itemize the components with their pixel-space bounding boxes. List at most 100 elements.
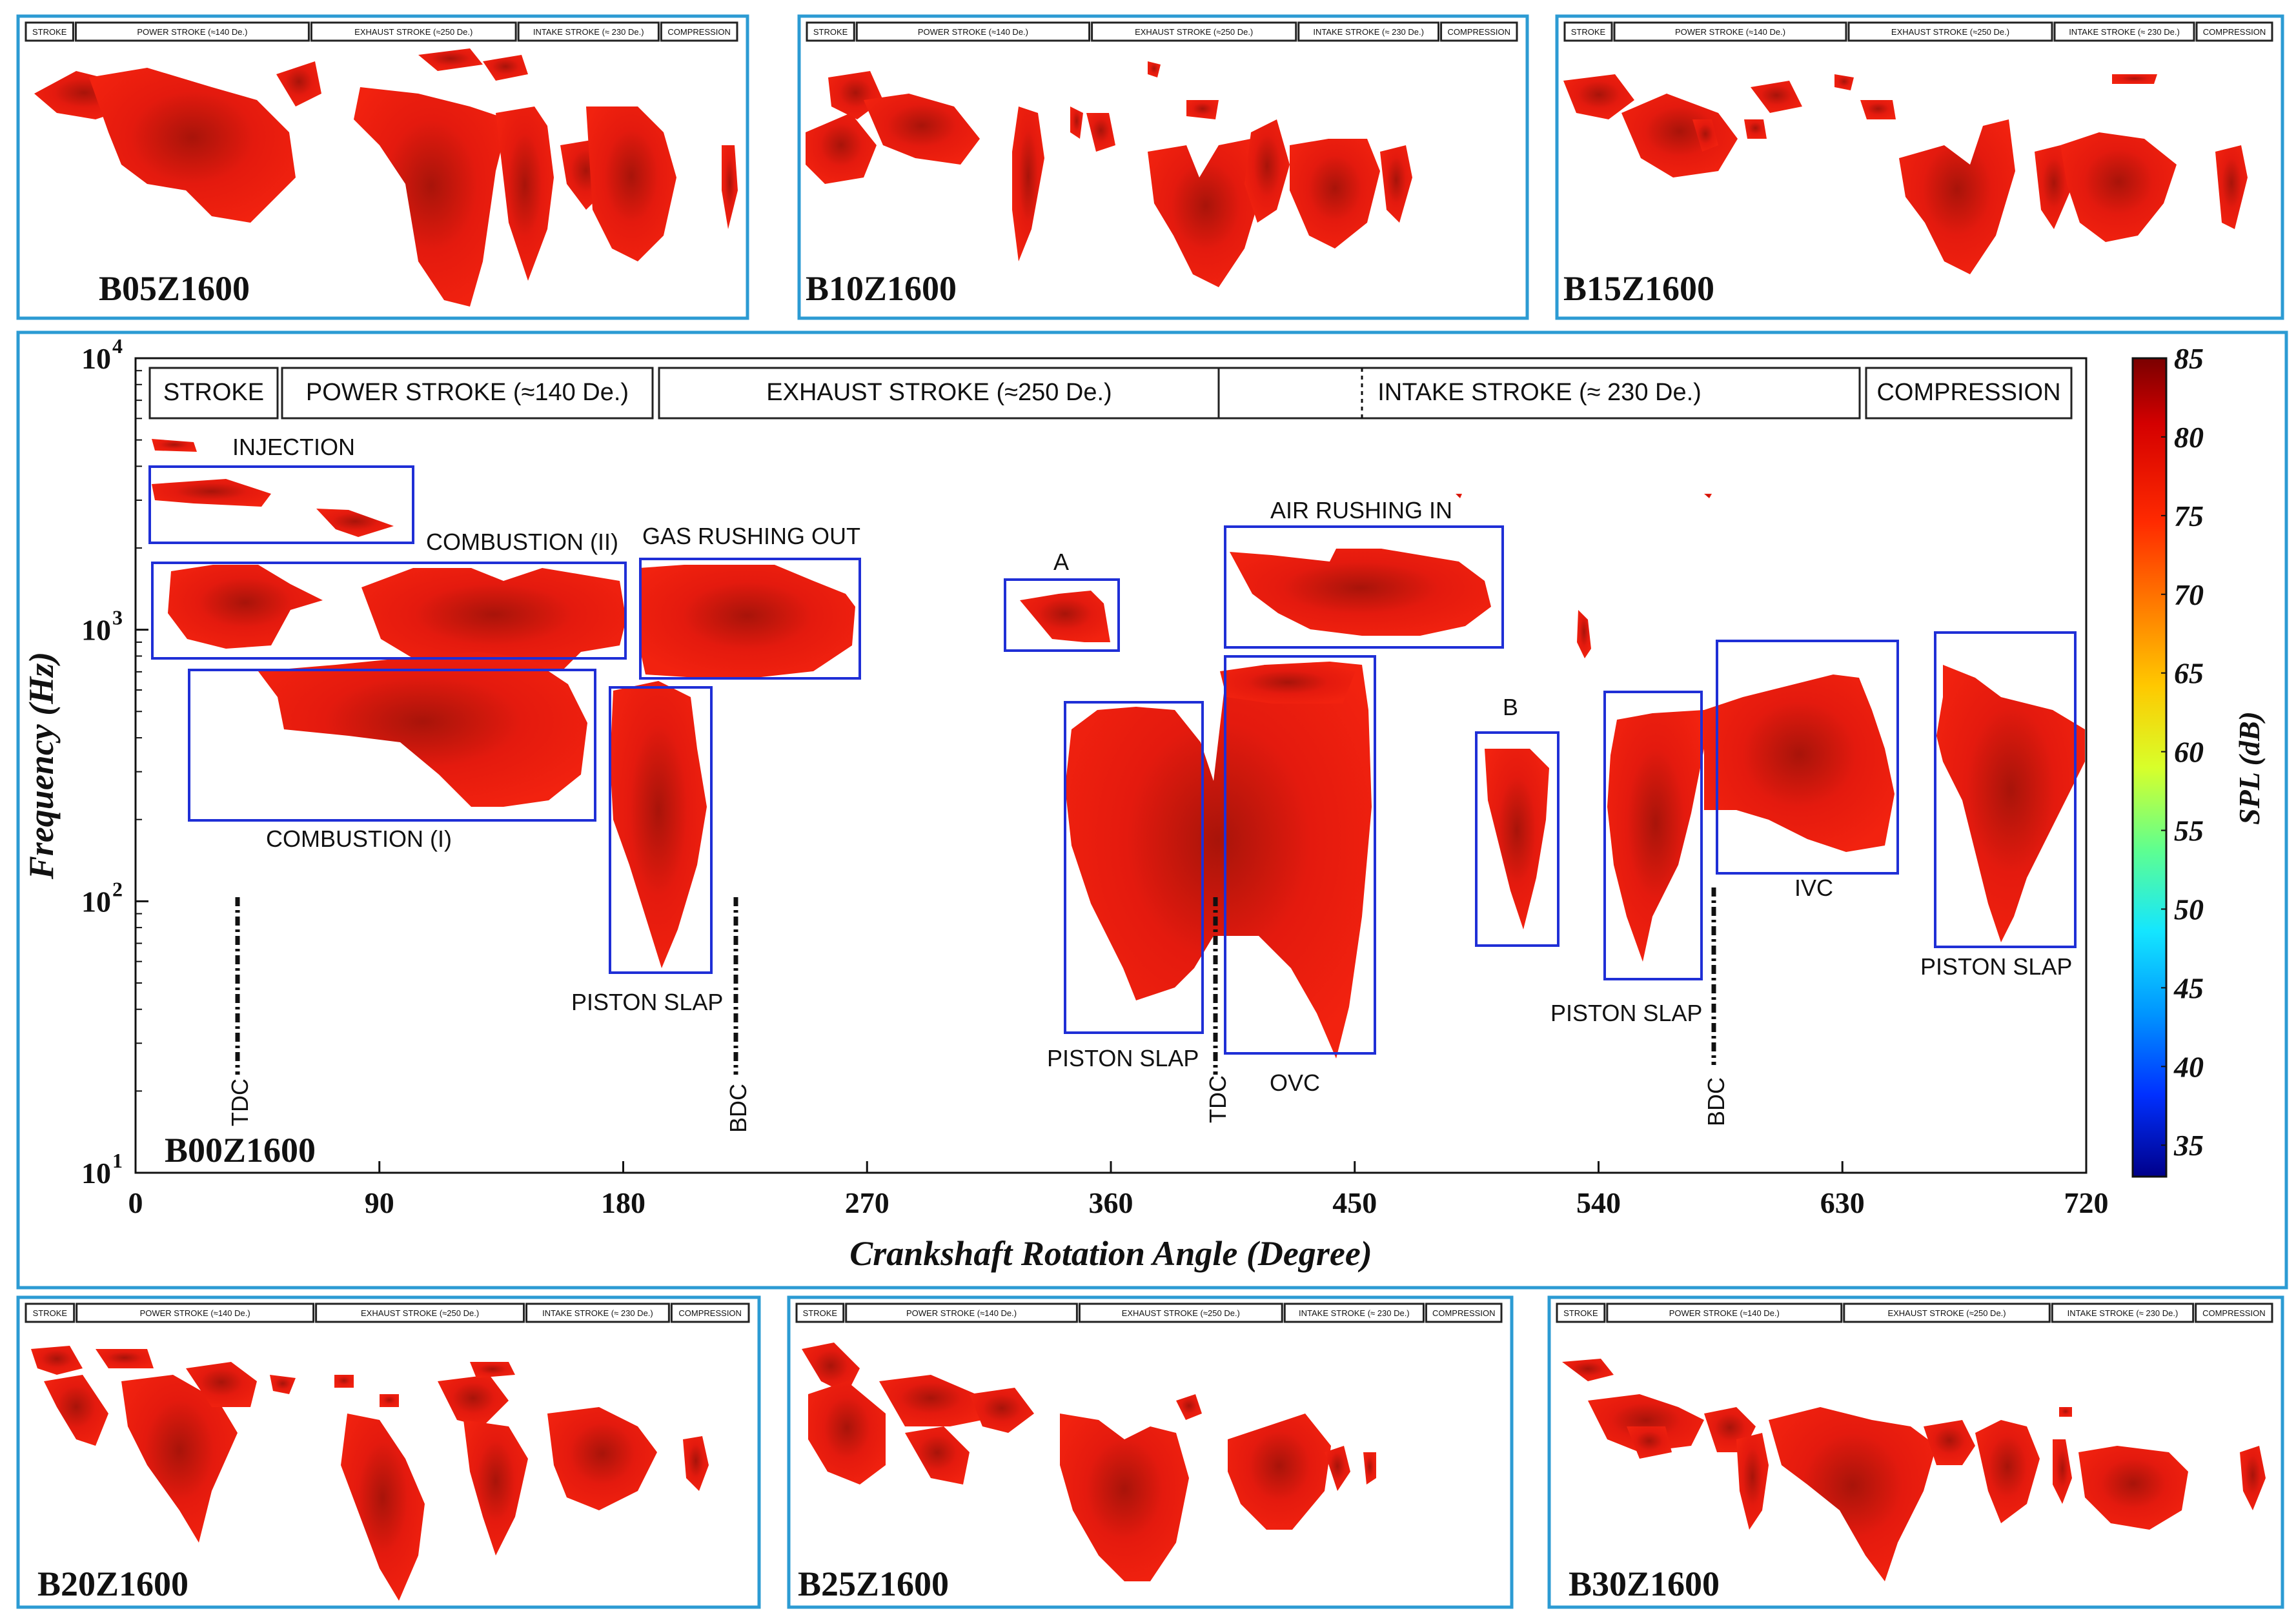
mini-strip-label: STROKE xyxy=(1563,1308,1598,1318)
small-panel-5: STROKE POWER STROKE (≈140 De.) EXHAUST STR… xyxy=(787,1295,1514,1609)
mini-strip-label: EXHAUST STROKE (≈250 De.) xyxy=(361,1308,479,1318)
mini-strip-label: COMPRESSION xyxy=(1432,1308,1496,1318)
label-piston-slap-4: PISTON SLAP xyxy=(1920,953,2072,980)
strip-cell-stroke xyxy=(148,367,279,420)
mini-strip-cell xyxy=(1283,1303,1425,1323)
label-ivc: IVC xyxy=(1794,875,1833,901)
mini-strip-label: STROKE xyxy=(1571,27,1606,37)
mini-strip-cell xyxy=(2051,1303,2195,1323)
contour-small-dot xyxy=(1456,494,1462,498)
box-injection xyxy=(148,465,414,544)
mini-contours xyxy=(1563,74,2248,274)
mini-strip-label: POWER STROKE (≈140 De.) xyxy=(918,27,1028,37)
main-contours xyxy=(152,439,2085,1059)
panel-frame xyxy=(1555,14,2284,320)
mini-strip-label: POWER STROKE (≈140 De.) xyxy=(1669,1308,1780,1318)
y-tick-exponent: 2 xyxy=(112,877,123,900)
mini-strip-cell xyxy=(1091,21,1297,42)
label-ovc: OVC xyxy=(1270,1070,1320,1096)
contour-air-rushing-in xyxy=(1230,549,1491,636)
mini-contours xyxy=(34,48,738,307)
mini-strip-label: COMPRESSION xyxy=(678,1308,742,1318)
contour-combustion-ii-b xyxy=(361,568,626,671)
colorbar-tick-label: 80 xyxy=(2174,421,2204,454)
label-combustion-ii: COMBUSTION (II) xyxy=(426,529,618,555)
mini-strip-label: INTAKE STROKE (≈ 230 De.) xyxy=(2067,1308,2179,1318)
mini-strip-cell xyxy=(1606,1303,1843,1323)
mini-stroke-strip: STROKE POWER STROKE (≈140 De.) EXHAUST STR… xyxy=(1563,21,2273,42)
mini-strip-label: STROKE xyxy=(803,1308,838,1318)
mini-strip-cell xyxy=(1847,21,2053,42)
panel-frame xyxy=(16,1295,761,1609)
box-combustion-i xyxy=(188,669,596,822)
tdc-label-1: TDC xyxy=(227,1079,253,1126)
mini-stroke-strip: STROKE POWER STROKE (≈140 De.) EXHAUST STR… xyxy=(25,1303,750,1323)
bdc-label-1: BDC xyxy=(725,1084,751,1133)
mini-strip-label: POWER STROKE (≈140 De.) xyxy=(1675,27,1785,37)
contour-b xyxy=(1485,749,1549,929)
panel-label: B10Z1600 xyxy=(806,269,957,308)
contour-piston-slap-1 xyxy=(610,681,707,968)
mini-strip-cell xyxy=(76,1303,315,1323)
strip-cell-power xyxy=(281,367,654,420)
small-panel-2: STROKE POWER STROKE (≈140 De.) EXHAUST STR… xyxy=(797,14,1529,320)
y-tick-exponent: 1 xyxy=(112,1149,123,1172)
x-tick-label: 180 xyxy=(601,1186,645,1219)
label-gas-rushing-out: GAS RUSHING OUT xyxy=(642,523,860,549)
mini-strip-cell xyxy=(1556,1303,1606,1323)
box-piston-slap-1 xyxy=(609,686,713,974)
y-tick-label: 10 xyxy=(81,1157,111,1190)
mini-stroke-strip: STROKE POWER STROKE (≈140 De.) EXHAUST STR… xyxy=(25,21,738,42)
mini-strip-cell xyxy=(310,21,517,42)
tdc-label-2: TDC xyxy=(1204,1075,1231,1123)
mini-strip-label: EXHAUST STROKE (≈250 De.) xyxy=(354,27,472,37)
mini-strip-label: INTAKE STROKE (≈ 230 De.) xyxy=(542,1308,653,1318)
mini-strip-label: POWER STROKE (≈140 De.) xyxy=(140,1308,250,1318)
box-ivc xyxy=(1716,640,1899,875)
colorbar-tick-label: 85 xyxy=(2174,342,2204,375)
box-combustion-ii xyxy=(151,562,627,660)
strip-cell-exhaust xyxy=(658,367,1220,420)
small-panel-4: STROKE POWER STROKE (≈140 De.) EXHAUST STR… xyxy=(16,1295,761,1609)
colorbar-title: SPL (dB) xyxy=(2233,711,2266,825)
strip-cell-intake xyxy=(1217,367,1861,420)
contour-injection-top xyxy=(152,439,197,452)
mini-strip-label: COMPRESSION xyxy=(667,27,731,37)
mini-strip-label: INTAKE STROKE (≈ 230 De.) xyxy=(1299,1308,1410,1318)
mini-strip-cell xyxy=(1078,1303,1283,1323)
box-piston-slap-3 xyxy=(1603,691,1703,980)
mini-strip-cell xyxy=(855,21,1091,42)
strip-cell-compression xyxy=(1865,367,2073,420)
colorbar-tick-label: 35 xyxy=(2173,1129,2204,1162)
panel-frame xyxy=(797,14,1529,320)
mini-strip-cell xyxy=(2195,1303,2273,1323)
mini-strip-label: STROKE xyxy=(32,27,67,37)
label-b: B xyxy=(1503,694,1518,720)
colorbar-tick-label: 45 xyxy=(2173,971,2204,1004)
mini-strip-label: EXHAUST STROKE (≈250 De.) xyxy=(1122,1308,1240,1318)
label-piston-slap-3: PISTON SLAP xyxy=(1550,1000,1702,1026)
contour-ovc-top xyxy=(1220,665,1356,704)
mini-strip-cell xyxy=(74,21,310,42)
stroke-strip: STROKE POWER STROKE (≈140 De.) EXHAUST S… xyxy=(148,367,2073,420)
mini-strip-cell xyxy=(845,1303,1078,1323)
y-tick-label: 10 xyxy=(81,614,111,647)
mini-strip-cell xyxy=(25,21,74,42)
mini-strip-label: INTAKE STROKE (≈ 230 De.) xyxy=(2069,27,2180,37)
mini-strip-label: POWER STROKE (≈140 De.) xyxy=(906,1308,1017,1318)
main-panel: STROKE POWER STROKE (≈140 De.) EXHAUST S… xyxy=(16,330,2288,1290)
mini-strip-label: INTAKE STROKE (≈ 230 De.) xyxy=(1313,27,1424,37)
mini-strip-cell xyxy=(1425,1303,1503,1323)
label-a: A xyxy=(1053,549,1069,575)
event-lines: TDC BDC TDC BDC xyxy=(227,887,1729,1133)
panel-frame xyxy=(1547,1295,2284,1609)
panel-frame xyxy=(16,14,749,320)
colorbar-tick-label: 75 xyxy=(2174,500,2204,532)
x-tick-label: 270 xyxy=(845,1186,889,1219)
colorbar-tick-label: 50 xyxy=(2174,893,2204,926)
colorbar-gradient xyxy=(2131,357,2168,1178)
box-a xyxy=(1004,578,1120,652)
mini-strip-cell xyxy=(2053,21,2195,42)
box-piston-slap-2 xyxy=(1064,701,1204,1034)
